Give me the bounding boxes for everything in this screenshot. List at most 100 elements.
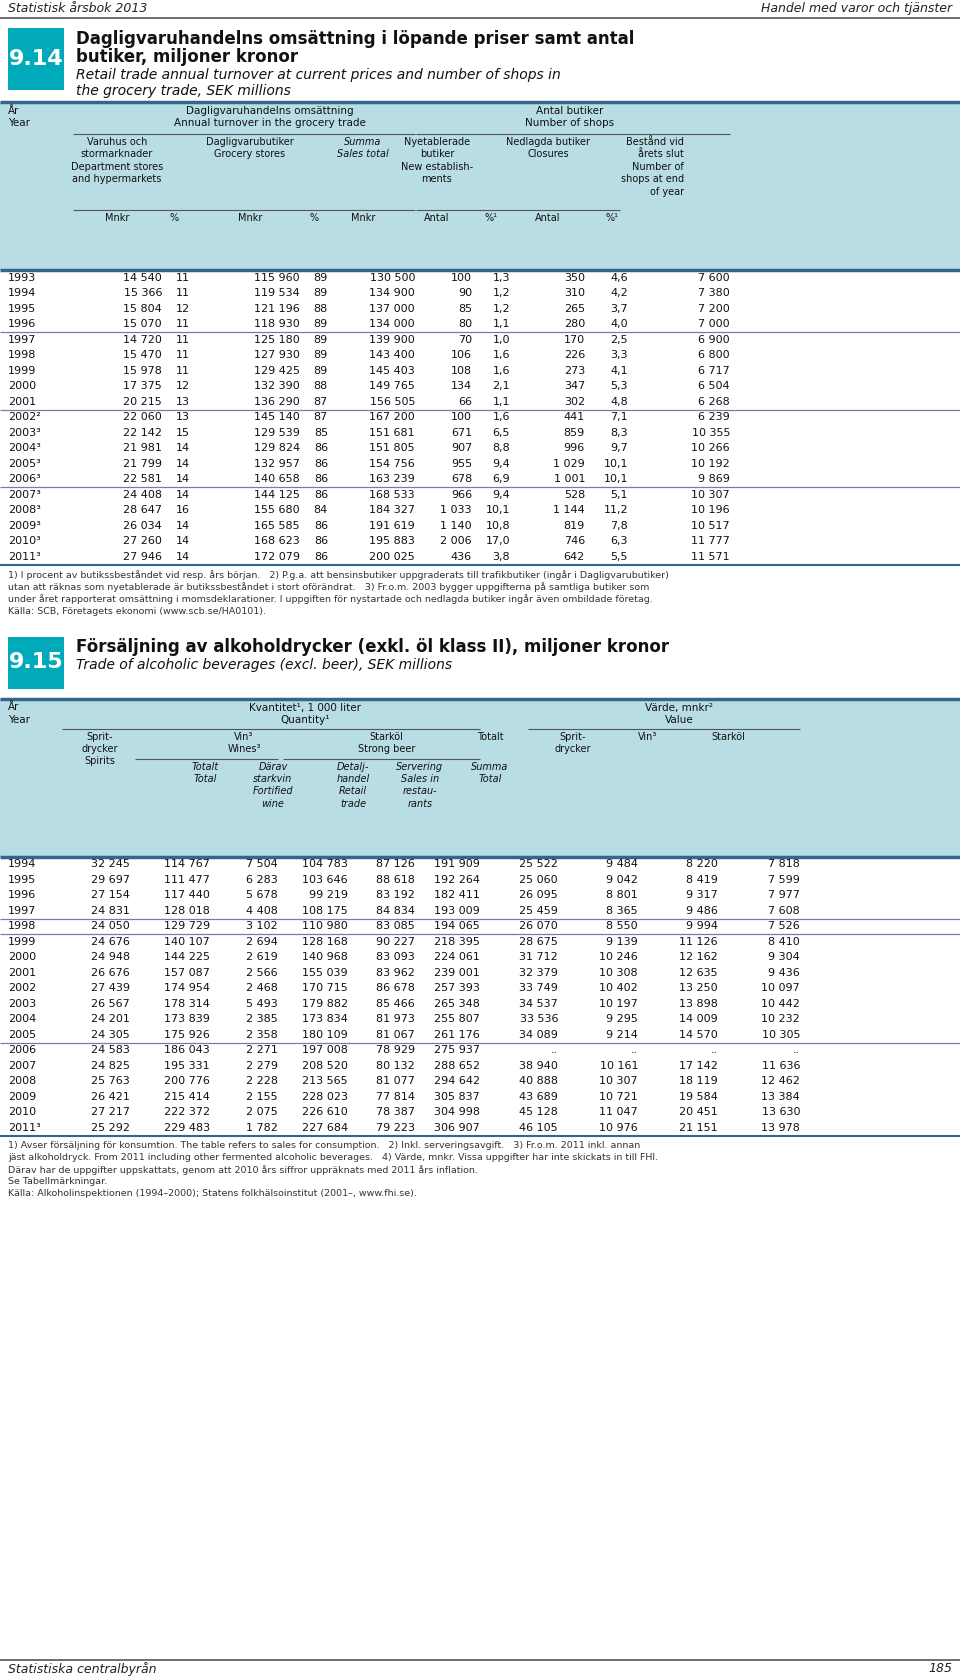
Text: 155 680: 155 680 [254,505,300,515]
Text: 10 307: 10 307 [599,1076,638,1086]
Text: 26 676: 26 676 [91,968,130,978]
Text: 9 436: 9 436 [768,968,800,978]
Text: 9,7: 9,7 [611,443,628,453]
Text: 104 783: 104 783 [302,859,348,869]
Text: ..: .. [710,1045,718,1055]
Text: 9 042: 9 042 [606,874,638,884]
Text: 1,2: 1,2 [492,289,510,299]
Text: 12 635: 12 635 [680,968,718,978]
Text: Detalj-
handel
Retail
trade: Detalj- handel Retail trade [336,762,370,809]
Text: 10,8: 10,8 [486,520,510,530]
Text: 132 390: 132 390 [254,381,300,391]
Text: 87 126: 87 126 [376,859,415,869]
Text: 310: 310 [564,289,585,299]
Text: 134 000: 134 000 [370,319,415,329]
Text: 17,0: 17,0 [486,537,510,547]
Text: the grocery trade, SEK millions: the grocery trade, SEK millions [76,84,291,97]
Text: 6 504: 6 504 [698,381,730,391]
Text: 10,1: 10,1 [604,475,628,485]
Text: 9,4: 9,4 [492,490,510,500]
Text: 129 539: 129 539 [254,428,300,438]
Text: 6 268: 6 268 [698,396,730,406]
Text: 144 125: 144 125 [254,490,300,500]
Text: Statistisk årsbok 2013: Statistisk årsbok 2013 [8,2,148,15]
Text: 7 380: 7 380 [698,289,730,299]
Text: 9 214: 9 214 [606,1030,638,1040]
Text: 7,1: 7,1 [611,413,628,423]
Text: 86: 86 [314,537,328,547]
Text: 11 047: 11 047 [599,1107,638,1118]
Text: Dagligvaruhandelns omsättning i löpande priser samt antal: Dagligvaruhandelns omsättning i löpande … [76,30,635,49]
Text: 8 365: 8 365 [607,906,638,916]
Text: 1995: 1995 [8,304,36,314]
Text: 89: 89 [314,319,328,329]
Text: 27 260: 27 260 [123,537,162,547]
Text: 25 060: 25 060 [519,874,558,884]
Text: 304 998: 304 998 [434,1107,480,1118]
Text: 134: 134 [451,381,472,391]
Text: 1,0: 1,0 [492,334,510,344]
Text: 1 782: 1 782 [246,1123,278,1133]
Text: 110 980: 110 980 [302,921,348,931]
Text: 678: 678 [451,475,472,485]
Text: 13: 13 [176,396,190,406]
Text: 100: 100 [451,274,472,284]
Text: 26 034: 26 034 [123,520,162,530]
Text: Mnkr: Mnkr [105,213,130,223]
Text: 1,6: 1,6 [492,351,510,361]
Text: Antal butiker
Number of shops: Antal butiker Number of shops [525,106,614,129]
Text: 17 142: 17 142 [679,1060,718,1071]
Text: 145 140: 145 140 [254,413,300,423]
Text: 24 676: 24 676 [91,936,130,946]
Text: 27 946: 27 946 [123,552,162,562]
Text: 2002²: 2002² [8,413,40,423]
Text: År
Year: År Year [8,703,30,725]
Text: 2006: 2006 [8,1045,36,1055]
Text: 34 089: 34 089 [519,1030,558,1040]
Text: 144 225: 144 225 [164,951,210,961]
Text: 25 522: 25 522 [519,859,558,869]
Text: 16: 16 [176,505,190,515]
Text: 8 419: 8 419 [686,874,718,884]
Text: 13 898: 13 898 [679,998,718,1008]
Text: 24 050: 24 050 [91,921,130,931]
Text: 2 006: 2 006 [441,537,472,547]
Text: 24 831: 24 831 [91,906,130,916]
Text: 2010: 2010 [8,1107,36,1118]
Text: jäst alkoholdryck. From 2011 including other fermented alcoholic beverages.   4): jäst alkoholdryck. From 2011 including o… [8,1153,659,1163]
Text: 1,1: 1,1 [492,396,510,406]
Text: 13: 13 [176,413,190,423]
Text: Dagligvarubutiker
Grocery stores: Dagligvarubutiker Grocery stores [206,138,294,159]
Text: 2003: 2003 [8,998,36,1008]
Text: 1999: 1999 [8,366,36,376]
Text: 87: 87 [314,413,328,423]
Text: 4,0: 4,0 [611,319,628,329]
Text: 184 327: 184 327 [369,505,415,515]
Text: Starköl: Starköl [711,732,745,742]
Text: 222 372: 222 372 [164,1107,210,1118]
Text: 7 000: 7 000 [698,319,730,329]
Text: 10 161: 10 161 [599,1060,638,1071]
Text: 86 678: 86 678 [376,983,415,993]
Text: 22 581: 22 581 [123,475,162,485]
Text: 9 295: 9 295 [606,1014,638,1024]
Text: 28 647: 28 647 [123,505,162,515]
Bar [0,102,960,270]
Text: utan att räknas som nyetablerade är butikssbeståndet i stort oförändrat.   3) Fr: utan att räknas som nyetablerade är buti… [8,582,649,592]
Text: 15 366: 15 366 [124,289,162,299]
Text: 14: 14 [176,490,190,500]
Text: 125 180: 125 180 [254,334,300,344]
Text: 4,6: 4,6 [611,274,628,284]
Text: 996: 996 [564,443,585,453]
Text: 215 414: 215 414 [164,1092,210,1102]
Text: 99 219: 99 219 [309,891,348,901]
Text: 77 814: 77 814 [376,1092,415,1102]
Text: 7,8: 7,8 [611,520,628,530]
Text: 89: 89 [314,334,328,344]
Text: 6,5: 6,5 [492,428,510,438]
Text: 8,3: 8,3 [611,428,628,438]
Text: 6 800: 6 800 [698,351,730,361]
Text: 265: 265 [564,304,585,314]
Text: 14: 14 [176,443,190,453]
Text: 2004: 2004 [8,1014,36,1024]
